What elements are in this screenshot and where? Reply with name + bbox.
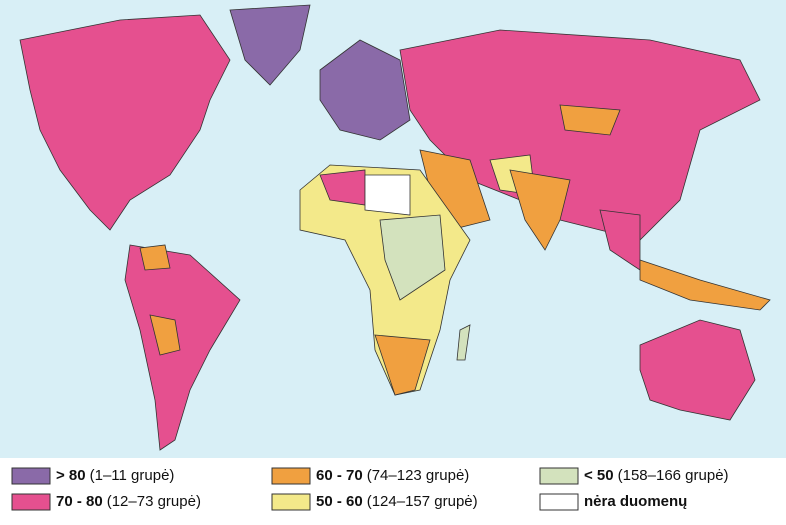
europe [319, 39, 411, 141]
legend-label: > 80 [56, 467, 86, 484]
indonesia [639, 259, 771, 311]
legend-label: < 50 [584, 467, 614, 484]
india [509, 169, 571, 251]
legend: > 80 (1–11 grupė) 70 - 80 (12–73 grupė) 60 -… [11, 467, 729, 511]
southern-africa [374, 334, 431, 396]
legend-label: nėra duomenų [584, 493, 687, 510]
legend-swatch [271, 493, 311, 511]
north-america [19, 14, 231, 231]
legend-swatch [539, 493, 579, 511]
bolivia [149, 314, 181, 356]
legend-label: 70 - 80 [56, 493, 103, 510]
legend-swatch [11, 493, 51, 511]
legend-range: (124–157 grupė) [367, 493, 478, 510]
map [19, 4, 771, 451]
australia [639, 319, 756, 421]
libya [364, 174, 411, 216]
legend-label: 60 - 70 [316, 467, 363, 484]
mongolia [559, 104, 621, 136]
madagascar [456, 324, 471, 361]
central-africa [379, 214, 446, 301]
legend-swatch [271, 467, 311, 485]
legend-swatch [539, 467, 579, 485]
greenland [229, 4, 311, 86]
legend-range: (12–73 grupė) [107, 493, 201, 510]
venezuela [139, 244, 171, 271]
legend-label: 50 - 60 [316, 493, 363, 510]
legend-range: (74–123 grupė) [367, 467, 470, 484]
legend-swatch [11, 467, 51, 485]
south-america [124, 244, 241, 451]
legend-range: (158–166 grupė) [618, 467, 729, 484]
legend-range: (1–11 grupė) [90, 467, 175, 484]
